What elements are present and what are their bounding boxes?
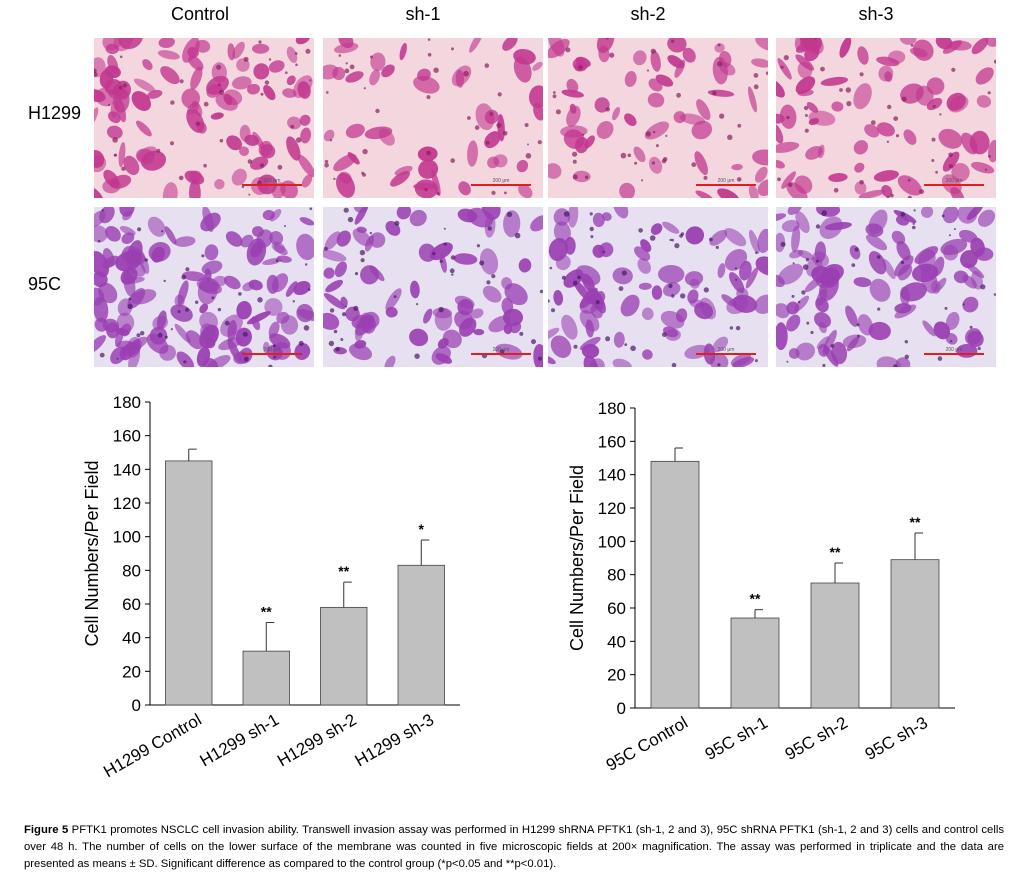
y-tick-label: 40 xyxy=(122,629,141,648)
bar-chart-95c: 0 20 40 60 80 100 120 140 160 180 Cell Numbers/Per… xyxy=(567,399,955,775)
bar xyxy=(320,606,368,706)
micrograph-h1299-sh-1: 200 μm xyxy=(323,38,543,198)
y-tick-label: 0 xyxy=(617,699,626,718)
scale-bar-label: 200 μm xyxy=(718,347,735,353)
column-header-control: Control xyxy=(170,4,230,24)
y-tick-label: 40 xyxy=(607,632,626,651)
y-axis-label: Cell Numbers/Per Field xyxy=(82,460,102,646)
row-header-h1299: H1299 xyxy=(28,103,82,123)
x-tick-label: H1299 Control xyxy=(100,710,204,781)
significance-marker: ** xyxy=(910,514,921,530)
x-tick-label: 95C sh-1 xyxy=(702,713,771,764)
micrograph-95c-sh-2: 200 μm xyxy=(548,207,768,367)
y-tick-label: 140 xyxy=(113,460,141,479)
column-header-sh2: sh-2 xyxy=(630,4,666,24)
scale-bar-label: 200 μm xyxy=(946,347,963,353)
y-tick-label: 120 xyxy=(598,499,626,518)
micrograph-h1299-sh-3: 200 μm xyxy=(776,38,996,198)
scale-bar-label: 200 μm xyxy=(718,178,735,184)
micrograph-95c-sh-3: 200 μm xyxy=(776,207,996,367)
bar xyxy=(650,460,700,709)
x-tick-label: H1299 sh-1 xyxy=(197,710,283,770)
column-header-sh1: sh-1 xyxy=(405,4,441,24)
scale-bar-label: 200 μm xyxy=(493,178,510,184)
caption-text: PFTK1 promotes NSCLC cell invasion abili… xyxy=(24,824,1004,870)
significance-marker: ** xyxy=(830,544,841,560)
y-axis-label: Cell Numbers/Per Field xyxy=(567,465,587,651)
micrograph-95c-control: 200 μm xyxy=(94,207,314,367)
y-tick-label: 180 xyxy=(113,393,141,412)
x-tick-label: H1299 sh-3 xyxy=(352,710,438,770)
bar-chart-h1299: 0 20 40 60 80 100 120 140 160 180 Cell Numbers/Per… xyxy=(82,393,460,781)
y-tick-label: 160 xyxy=(113,427,141,446)
row-header-95c: 95C xyxy=(28,274,62,294)
significance-marker: * xyxy=(419,521,425,537)
bar xyxy=(165,460,213,706)
y-tick-label: 140 xyxy=(598,466,626,485)
x-tick-label: 95C sh-2 xyxy=(782,713,851,764)
figure-caption: Figure 5 PFTK1 promotes NSCLC cell invas… xyxy=(24,822,1004,873)
y-tick-label: 60 xyxy=(607,599,626,618)
scale-bar-label: 200 μm xyxy=(946,178,963,184)
significance-marker: ** xyxy=(338,563,349,579)
y-tick-label: 60 xyxy=(122,595,141,614)
y-tick-label: 20 xyxy=(607,666,626,685)
scale-bar-label: 200 μm xyxy=(264,178,281,184)
column-header-sh3: sh-3 xyxy=(858,4,894,24)
y-tick-label: 80 xyxy=(607,566,626,585)
bar xyxy=(810,582,860,709)
y-tick-label: 100 xyxy=(113,528,141,547)
bar xyxy=(397,564,445,706)
micrograph-h1299-sh-2: 200 μm xyxy=(548,38,768,198)
bar xyxy=(242,650,290,706)
y-tick-label: 100 xyxy=(598,532,626,551)
x-tick-label: H1299 sh-2 xyxy=(274,710,360,770)
scale-bar-label: 200 μm xyxy=(493,347,510,353)
y-tick-label: 120 xyxy=(113,494,141,513)
significance-marker: ** xyxy=(750,591,761,607)
x-tick-label: 95C Control xyxy=(603,713,691,775)
y-tick-label: 0 xyxy=(132,696,141,715)
y-tick-label: 20 xyxy=(122,662,141,681)
bar xyxy=(890,559,940,709)
caption-label: Figure 5 xyxy=(24,824,69,836)
y-tick-label: 180 xyxy=(598,399,626,418)
bar xyxy=(730,617,780,709)
scale-bar-label: 200 μm xyxy=(264,347,281,353)
significance-marker: ** xyxy=(261,604,272,620)
y-tick-label: 160 xyxy=(598,432,626,451)
y-tick-label: 80 xyxy=(122,561,141,580)
micrograph-95c-sh-1: 200 μm xyxy=(323,207,543,367)
x-tick-label: 95C sh-3 xyxy=(862,713,931,764)
micrograph-h1299-control: 200 μm xyxy=(94,38,314,198)
